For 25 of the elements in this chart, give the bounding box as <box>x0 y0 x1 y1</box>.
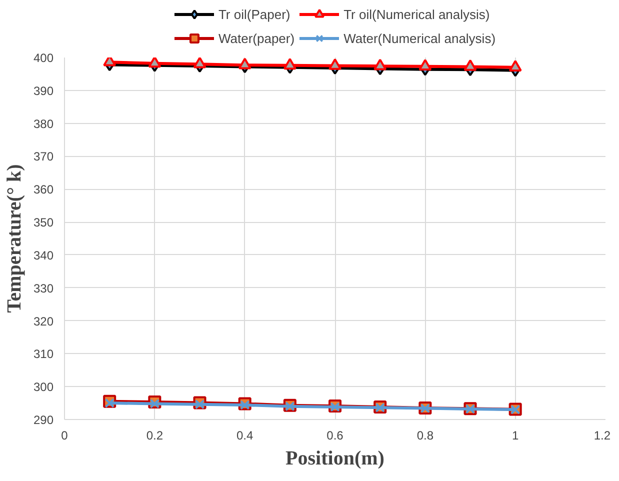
legend-label: Water(paper) <box>218 30 295 46</box>
y-tick-label: 400 <box>33 51 54 65</box>
y-tick-label: 300 <box>33 380 54 394</box>
y-tick-label: 330 <box>33 281 54 296</box>
y-tick-label: 290 <box>33 413 54 427</box>
y-tick-label: 350 <box>33 216 54 230</box>
legend-label: Water(Numerical analysis) <box>344 30 496 46</box>
legend-label: Tr oil(Paper) <box>218 6 290 22</box>
y-tick-label: 320 <box>33 314 54 328</box>
y-tick-label: 310 <box>33 347 54 362</box>
y-tick-label: 390 <box>33 84 54 98</box>
x-tick-label: 1 <box>512 428 519 442</box>
x-axis-title: Position(m) <box>286 448 384 470</box>
y-axis-title: Temperature(° k) <box>3 164 26 313</box>
x-tick-label: 0.2 <box>146 428 164 442</box>
x-tick-label: 0.4 <box>236 428 254 442</box>
y-tick-label: 370 <box>33 150 54 164</box>
x-tick-label: 0.8 <box>416 428 434 442</box>
y-tick-label: 340 <box>33 248 54 262</box>
y-tick-label: 360 <box>33 182 54 197</box>
x-tick-label: 1.2 <box>594 428 611 442</box>
y-tick-label: 380 <box>33 116 54 131</box>
legend-label: Tr oil(Numerical analysis) <box>344 6 490 22</box>
x-tick-label: 0.6 <box>326 428 344 442</box>
x-tick-label: 0 <box>61 428 68 442</box>
